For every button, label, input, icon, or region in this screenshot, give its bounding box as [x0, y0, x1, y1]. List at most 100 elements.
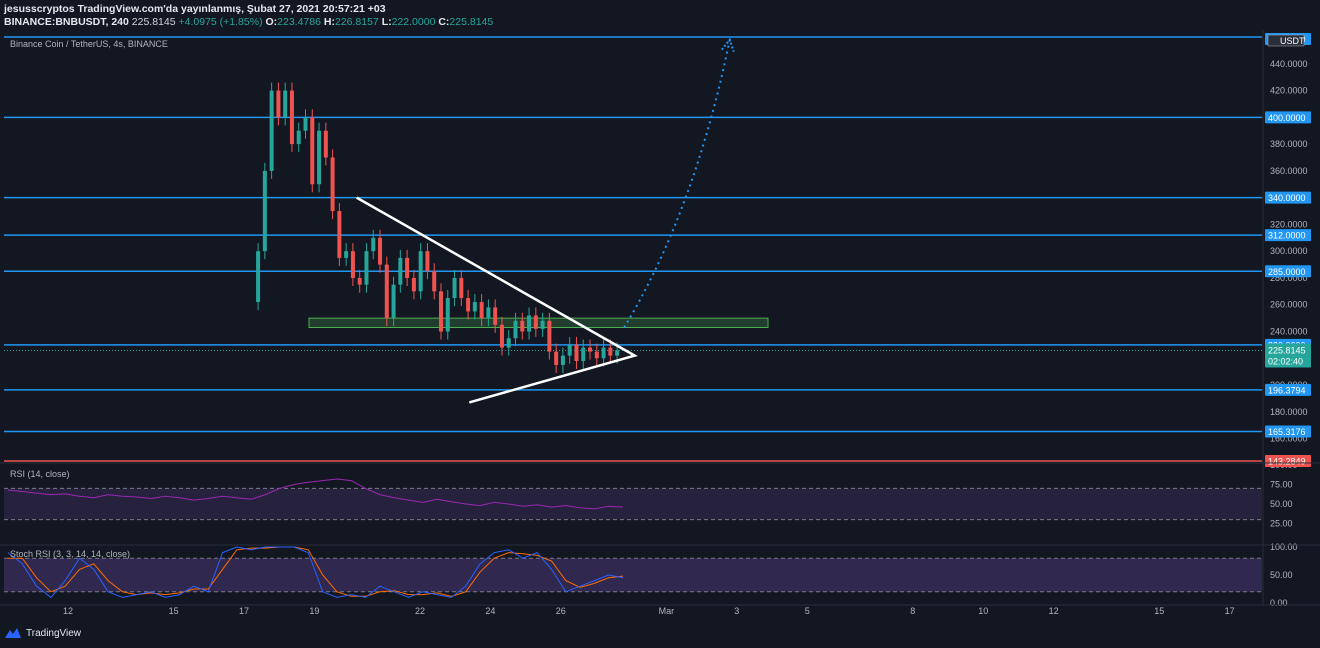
price-tick: 440.0000 — [1270, 59, 1308, 69]
time-tick: 24 — [485, 606, 495, 616]
candle-body — [432, 271, 437, 292]
candle-body — [615, 350, 620, 356]
low-value: 222.0000 — [391, 16, 436, 28]
level-tag-text: 143.2849 — [1268, 457, 1306, 467]
level-tag — [1265, 111, 1311, 124]
candle-body — [276, 90, 281, 118]
currency-badge — [1267, 34, 1305, 47]
candle-body — [364, 251, 369, 285]
currency-text: USDT — [1280, 36, 1305, 46]
time-tick: 3 — [734, 606, 739, 616]
candle-body — [567, 344, 572, 356]
price-tick: 160.0000 — [1270, 434, 1308, 444]
candle-body — [357, 277, 362, 285]
support-zone-box — [308, 317, 769, 329]
triangle-pattern — [356, 196, 638, 404]
symbol[interactable]: BINANCE:BNBUSDT, 240 — [4, 16, 129, 28]
projection-arrowhead — [720, 37, 735, 52]
time-tick: 5 — [805, 606, 810, 616]
time-tick: Mar — [659, 606, 675, 616]
rsi-tick: 75.00 — [1270, 480, 1293, 490]
tradingview-logo-icon — [5, 628, 21, 638]
price-tick: 380.0000 — [1270, 139, 1308, 149]
candle-body — [608, 347, 613, 356]
price-tick: 360.0000 — [1270, 166, 1308, 176]
time-tick: 8 — [910, 606, 915, 616]
ohlc-line: BINANCE:BNBUSDT, 240 225.8145 +4.0975 (+… — [4, 16, 493, 28]
projection-arrow — [623, 39, 731, 329]
candle-body — [472, 302, 477, 312]
candle-body — [310, 117, 315, 185]
rsi-title[interactable]: RSI (14, close) — [10, 469, 70, 479]
last-price-tag — [1265, 343, 1311, 368]
candle-body — [499, 324, 504, 348]
support-zone — [308, 317, 769, 329]
level-tag — [1265, 191, 1311, 204]
close-label: C: — [438, 16, 450, 28]
close-value: 225.8145 — [449, 16, 494, 28]
high-label: H: — [323, 16, 335, 28]
last-price-tag-text: 225.8145 — [1268, 346, 1306, 356]
level-tag-text: 165.3176 — [1268, 427, 1306, 437]
time-tick: 10 — [978, 606, 988, 616]
candle-body — [479, 302, 484, 319]
candle-body — [391, 284, 396, 319]
grid — [4, 488, 1262, 592]
rsi-line — [7, 478, 624, 510]
candle-body — [452, 277, 457, 299]
price-tick: 420.0000 — [1270, 86, 1308, 96]
time-tick: 15 — [169, 606, 179, 616]
countdown-text: 02:02:40 — [1268, 357, 1303, 367]
time-tick: 17 — [239, 606, 249, 616]
candle-body — [520, 320, 525, 332]
candle-body — [411, 277, 416, 292]
drawings — [356, 37, 735, 404]
price-tick: 280.0000 — [1270, 273, 1308, 283]
candle-body — [256, 251, 261, 303]
rsi-band-fill — [4, 488, 1262, 520]
stoch-tick: 100.00 — [1270, 542, 1298, 552]
candle-body — [289, 90, 294, 145]
candle-body — [398, 257, 403, 285]
candle-body — [554, 351, 559, 365]
price-tick: 320.0000 — [1270, 219, 1308, 229]
level-tag-text: 400.0000 — [1268, 113, 1306, 123]
stoch-rsi-pane — [4, 546, 1262, 599]
time-axis: 12 15 17 19 22 24 26 Mar 3 5 8 10 12 15 17 — [63, 606, 1235, 616]
price-axis: 440.0000 420.0000 380.0000 360.0000 320.0000… — [1270, 59, 1308, 608]
candle-body — [486, 307, 491, 319]
candle-body — [588, 347, 593, 352]
candle-body — [317, 130, 322, 185]
level-tag — [1265, 383, 1311, 396]
candle-body — [378, 237, 383, 265]
header-change: +4.0975 (+1.85%) — [178, 16, 263, 28]
header-price: 225.8145 — [131, 16, 176, 28]
stoch-tick: 0.00 — [1270, 598, 1288, 608]
candle-body — [262, 170, 267, 252]
stoch-rsi-title[interactable]: Stoch RSI (3, 3, 14, 14, close) — [10, 549, 131, 559]
rsi-pane — [4, 478, 1262, 521]
candle-body — [506, 338, 511, 348]
candle-body — [533, 315, 538, 329]
level-tag — [1265, 265, 1311, 278]
time-tick: 22 — [415, 606, 425, 616]
level-tag-text: 196.3794 — [1268, 385, 1306, 395]
tradingview-logo[interactable]: TradingView — [4, 627, 81, 639]
price-tick: 300.0000 — [1270, 246, 1308, 256]
time-tick: 17 — [1225, 606, 1235, 616]
candle-body — [581, 347, 586, 361]
candle-body — [513, 320, 518, 339]
low-label: L: — [381, 16, 392, 28]
candle-body — [350, 251, 355, 278]
level-tag-text: 340.0000 — [1268, 193, 1306, 203]
candle-body — [269, 90, 274, 171]
candle-body — [296, 130, 301, 145]
stoch-k-line — [7, 546, 624, 599]
candle-body — [344, 251, 349, 258]
level-tag — [1265, 425, 1311, 438]
candle-body — [459, 277, 464, 299]
stoch-tick: 50.00 — [1270, 570, 1293, 580]
price-tick: 180.0000 — [1270, 407, 1308, 417]
pane-separators — [0, 30, 1320, 606]
